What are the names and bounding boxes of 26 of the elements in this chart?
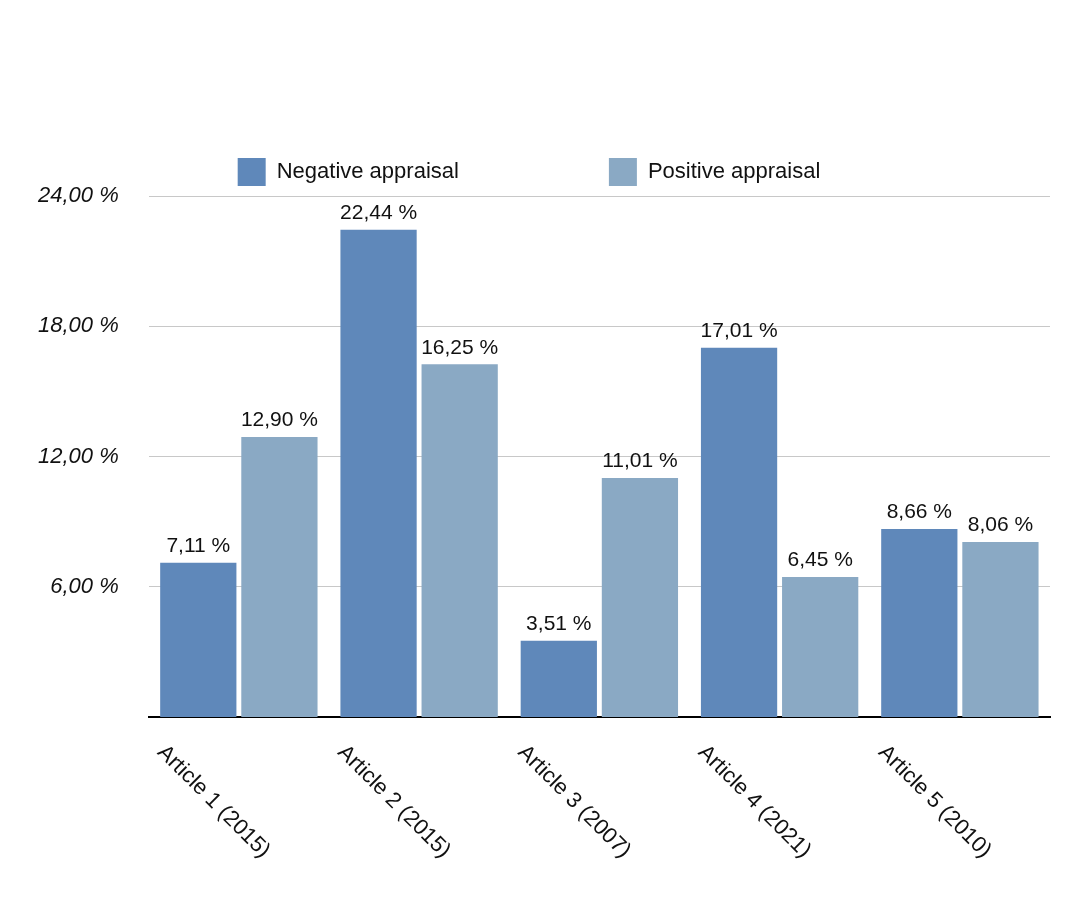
data-label: 16,25 %	[421, 334, 499, 358]
bar	[520, 640, 597, 717]
data-label: 6,45 %	[787, 547, 853, 571]
y-tick-label: 6,00 %	[50, 572, 119, 598]
bar	[962, 542, 1039, 717]
y-tick-label: 12,00 %	[37, 442, 119, 468]
y-tick-label: 18,00 %	[37, 312, 119, 338]
bar	[881, 529, 958, 717]
y-tick-label: 24,00 %	[36, 182, 119, 208]
data-label: 8,66 %	[886, 499, 953, 523]
data-label: 12,90 %	[240, 407, 318, 431]
bar	[601, 477, 679, 717]
bar	[700, 347, 778, 717]
bar	[340, 229, 417, 717]
data-label: 11,01 %	[602, 448, 678, 472]
bar	[160, 562, 237, 717]
bar	[241, 436, 318, 717]
data-label: 22,44 %	[340, 200, 418, 224]
legend-label: Positive appraisal	[647, 158, 821, 184]
bar	[782, 576, 859, 717]
data-label: 17,01 %	[700, 318, 778, 342]
data-label: 3,51 %	[526, 611, 592, 635]
bar	[421, 364, 498, 717]
data-label: 8,06 %	[967, 512, 1034, 536]
data-label: 7,11 %	[166, 532, 231, 556]
legend-label: Negative appraisal	[276, 158, 459, 184]
